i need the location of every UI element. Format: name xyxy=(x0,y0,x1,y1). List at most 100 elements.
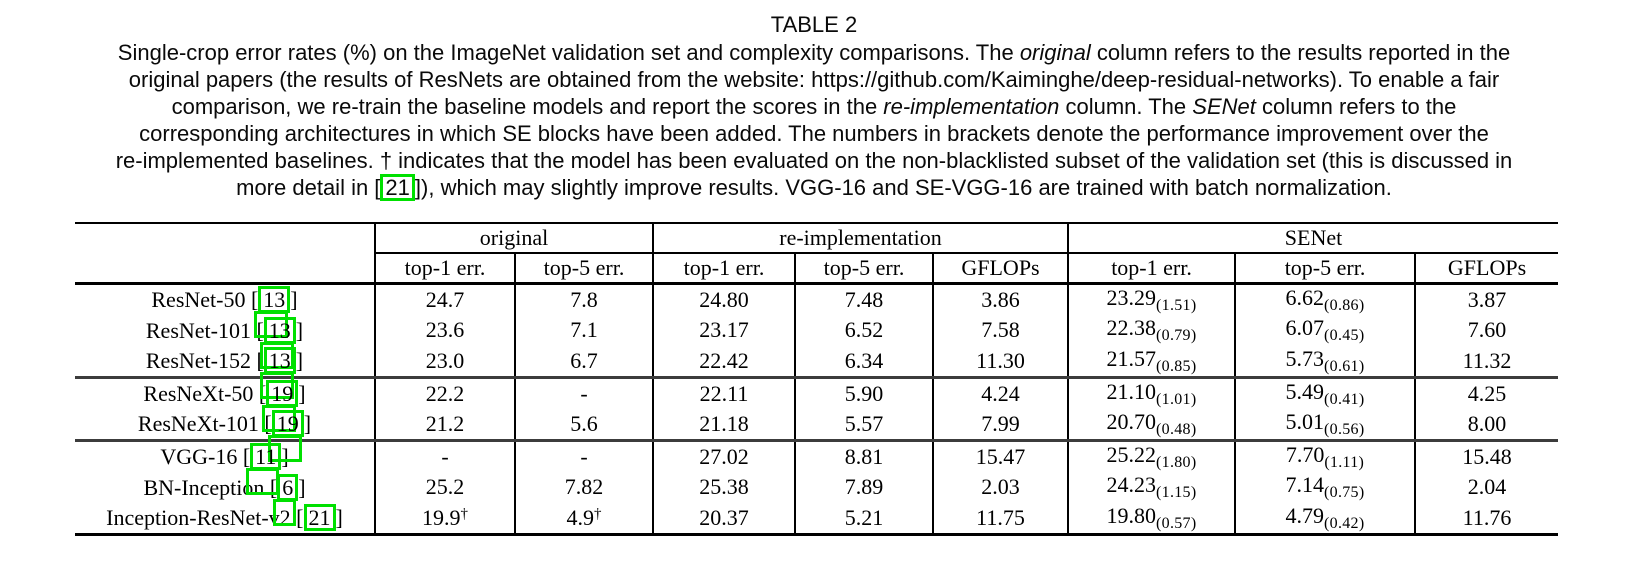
table-row: ResNeXt-50 [19] 22.2 - 22.11 5.90 4.24 21.10(1… xyxy=(75,375,1559,432)
metric-value: 22.38 xyxy=(1106,315,1157,340)
citation-link[interactable]: 13 xyxy=(259,316,296,369)
citation-link[interactable]: 11 xyxy=(246,443,282,495)
value-cell: 5.57 xyxy=(795,408,934,440)
metric-value: 7.1 xyxy=(570,317,598,342)
value-cell: 5.6 xyxy=(515,408,654,440)
model-name: BN-Inception xyxy=(143,474,265,500)
improvement-subscript: (1.01) xyxy=(1156,390,1197,408)
value-cell: - xyxy=(515,438,654,472)
improvement-subscript: (0.48) xyxy=(1156,420,1197,438)
metric-value: 5.49 xyxy=(1285,378,1325,404)
dagger-marker: † xyxy=(460,505,469,522)
model-label-cell: ResNet-101 [13] xyxy=(75,314,376,369)
table-number-title: TABLE 2 xyxy=(770,12,858,37)
metric-value: 8.81 xyxy=(844,443,884,469)
metric-value: 2.04 xyxy=(1467,474,1507,499)
improvement-subscript: (0.56) xyxy=(1324,420,1365,438)
model-name: VGG-16 xyxy=(160,444,238,469)
caption-line: re-implemented baselines. † indicates th… xyxy=(0,147,1628,174)
metric-value: 27.02 xyxy=(699,443,749,469)
value-cell: 4.24 xyxy=(933,375,1070,409)
value-cell: 2.03 xyxy=(933,471,1070,503)
metric-value: - xyxy=(580,380,588,406)
citation-link[interactable]: 19 xyxy=(262,380,299,432)
value-cell: 24.23(1.15) xyxy=(1068,471,1237,503)
improvement-subscript: (1.15) xyxy=(1156,484,1197,501)
value-cell: 7.8 xyxy=(515,283,654,315)
metric-value: 19.80 xyxy=(1106,502,1157,528)
table-row: ResNet-152 [13] 23.0 6.7 22.42 6.34 11.30 21.5… xyxy=(75,345,1558,399)
improvement-subscript: (0.86) xyxy=(1324,296,1365,314)
metric-value: 24.23 xyxy=(1106,472,1157,497)
value-cell: 25.2 xyxy=(375,471,516,503)
value-cell: 24.7 xyxy=(375,283,516,315)
value-cell: 7.48 xyxy=(795,283,934,315)
metric-value: 7.58 xyxy=(981,317,1020,342)
metric-value: 21.10 xyxy=(1106,378,1157,404)
value-cell: 7.82 xyxy=(515,471,654,503)
metric-value: 24.80 xyxy=(699,286,749,312)
metric-value: 5.90 xyxy=(844,380,884,406)
value-cell: 21.2 xyxy=(375,408,516,440)
metric-value: 25.22 xyxy=(1106,441,1157,467)
metric-value: 23.0 xyxy=(425,347,465,373)
value-cell: 5.21 xyxy=(795,502,934,536)
value-cell: 27.02 xyxy=(653,438,796,472)
model-label-cell: Inception-ResNet-v2 [21] xyxy=(75,502,376,536)
citation-link[interactable]: 13 xyxy=(254,286,291,338)
model-label-cell: ResNet-152 [13] xyxy=(75,345,376,399)
value-cell: 5.49(0.41) xyxy=(1235,375,1417,409)
model-label-cell: VGG-16 [11] xyxy=(75,438,376,495)
value-cell: 7.1 xyxy=(515,314,654,346)
metric-value: 7.8 xyxy=(570,286,598,312)
metric-value: 4.25 xyxy=(1467,380,1507,406)
caption-segment: column. The xyxy=(1059,94,1193,119)
metric-value: 7.82 xyxy=(564,474,604,499)
value-cell: 21.57(0.85) xyxy=(1068,345,1237,377)
value-cell: 25.22(1.80) xyxy=(1068,438,1237,472)
value-cell: 4.9† xyxy=(515,502,654,536)
model-label-cell: ResNeXt-101 [19] xyxy=(75,408,376,462)
citation-link[interactable]: 19 xyxy=(267,410,304,462)
metric-value: 23.29 xyxy=(1106,284,1157,310)
value-cell: 20.37 xyxy=(653,502,796,536)
metric-value: 22.11 xyxy=(699,380,749,406)
value-cell: 23.0 xyxy=(375,345,516,377)
citation-link[interactable]: 6 xyxy=(273,473,299,526)
table-row: VGG-16 [11] - -27.02 8.81 15.47 25.22(1.80) 7.… xyxy=(75,438,1559,495)
group-header-original: original xyxy=(375,222,654,254)
value-cell: 24.80 xyxy=(653,283,796,315)
metric-value: 5.01 xyxy=(1285,408,1325,434)
value-cell: 2.04 xyxy=(1415,472,1558,503)
metric-value: 11.32 xyxy=(1462,347,1512,373)
value-cell: 21.10(1.01) xyxy=(1068,375,1237,409)
metric-value: 7.60 xyxy=(1467,317,1507,342)
value-cell: 22.38(0.79) xyxy=(1068,314,1237,346)
dagger-marker: † xyxy=(594,505,602,522)
value-cell: 6.52 xyxy=(795,314,934,346)
value-cell: 7.99 xyxy=(933,408,1070,440)
subheader-row: top-1 err. top-5 err. top-1 err. top-5 e… xyxy=(75,253,1559,285)
metric-value: 8.00 xyxy=(1467,410,1507,436)
col-header-reimpl-top1: top-1 err. xyxy=(653,253,796,285)
metric-value: 5.73 xyxy=(1285,345,1325,371)
group-header-row: original re-implementation SENet xyxy=(75,222,1559,285)
improvement-subscript: (0.42) xyxy=(1324,514,1365,532)
value-cell: 3.87 xyxy=(1415,283,1558,315)
caption-segment: Single-crop error rates (%) on the Image… xyxy=(117,40,1020,65)
value-cell: 19.9† xyxy=(375,502,516,536)
caption-segment: more detail in [ xyxy=(236,175,381,200)
col-header-reimpl-gflops: GFLOPs xyxy=(933,253,1070,285)
citation-link[interactable]: 21 xyxy=(380,174,415,201)
model-label-cell: ResNeXt-50 [19] xyxy=(75,375,376,432)
metric-value: 6.07 xyxy=(1285,315,1325,340)
metric-value: 11.76 xyxy=(1462,504,1512,530)
metric-value: 25.2 xyxy=(425,474,465,499)
value-cell: 7.14(0.75) xyxy=(1235,471,1417,503)
caption-text-block: Single-crop error rates (%) on the Image… xyxy=(0,39,1628,201)
value-cell: 22.11 xyxy=(653,375,796,409)
metric-value: 25.38 xyxy=(699,474,749,499)
results-table: original re-implementation SENet top-1 e… xyxy=(75,222,1559,536)
citation-link[interactable]: 13 xyxy=(259,347,296,399)
citation-link[interactable]: 21 xyxy=(303,504,336,531)
